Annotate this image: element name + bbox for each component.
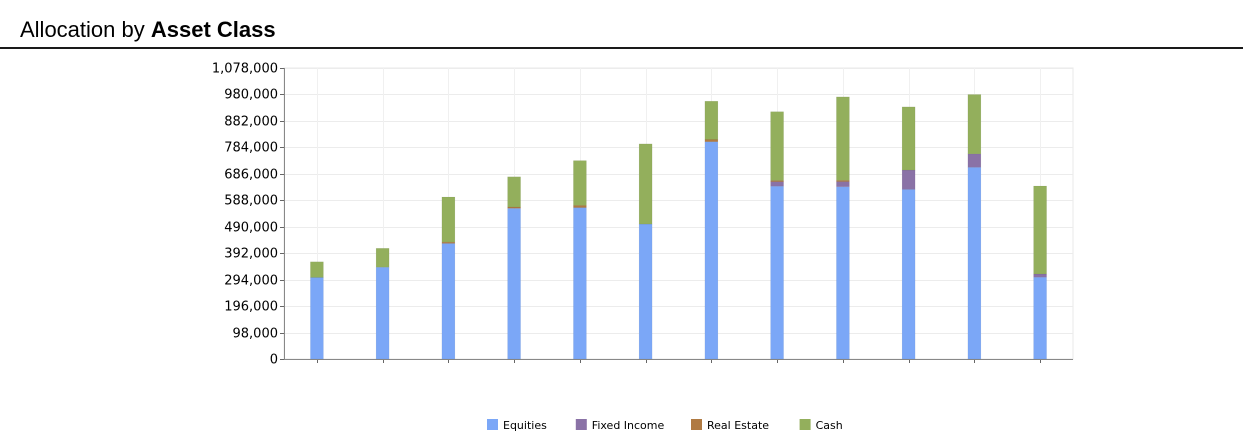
title-bold: Asset Class [150,17,276,42]
bar-segment-equities [770,185,784,360]
chart-header: Allocation by Asset Class [0,0,1243,49]
y-tick-label: 98,000 [233,327,279,342]
y-tick-label: 490,000 [224,221,278,236]
bar-segment-fixed-income [967,153,982,168]
bar-segment-equities [1033,276,1047,360]
legend-label: Cash [816,419,843,432]
bar-segment-equities [310,277,324,360]
bar-segment-fixed-income [901,169,916,190]
chart-title: Allocation by Asset Class [20,16,276,44]
legend-label: Equities [503,419,547,432]
bar-segment-equities [375,266,390,360]
legend: Equities Fixed Income Real Estate Cash [487,419,843,432]
bar-segment-equities [704,141,719,360]
y-tick-label: 882,000 [224,115,278,130]
y-tick-label: 294,000 [224,274,278,289]
legend-swatch [799,419,811,430]
bar-segment-equities [441,243,456,360]
bar-segment-cash [573,160,587,206]
axes: 0 98,000 196,000 294,000 392,000 490,000 588,0… [212,62,1073,368]
bar-segment-real-estate [770,180,784,182]
legend-swatch [575,419,587,430]
legend-item-cash: Cash [799,419,843,432]
bar-segment-cash [770,111,784,181]
bars [310,94,1047,360]
bar-segment-cash [1033,185,1047,275]
bar-segment-fixed-income [1033,273,1047,278]
bar-segment-cash [441,196,456,243]
bar-segment-cash [310,261,324,278]
y-tick-label: 0 [270,353,278,368]
bar-segment-equities [638,223,653,360]
title-prefix: Allocation by [20,17,145,42]
bar-segment-real-estate [573,205,587,208]
y-tick-label: 1,078,000 [212,62,278,77]
legend-label: Real Estate [707,419,769,432]
grid-lines [283,67,1074,360]
bar-segment-fixed-income [836,181,850,187]
legend-swatch [487,419,498,430]
bar-segment-cash [967,94,982,155]
bar-segment-equities [901,189,916,360]
legend-item-real-estate: Real Estate [691,419,769,432]
bar-segment-equities [967,167,982,360]
bar-segment-cash [375,248,390,268]
y-tick-label: 980,000 [224,88,278,103]
legend-item-equities: Equities [487,419,547,432]
y-tick-label: 196,000 [224,300,278,315]
bar-segment-cash [836,96,850,181]
bar-segment-equities [573,207,587,360]
y-tick-label: 588,000 [224,194,278,209]
y-tick-label: 392,000 [224,247,278,262]
bar-segment-equities [507,208,521,360]
plot-area [283,67,1074,360]
legend-item-fixed-income: Fixed Income [575,419,665,432]
bar-segment-cash [704,100,719,140]
y-tick-label: 784,000 [224,141,278,156]
bar-segment-cash [507,176,521,208]
bar-segment-cash [901,106,916,171]
bar-segment-equities [836,186,850,360]
bar-segment-cash [638,143,653,225]
y-tick-label: 686,000 [224,168,278,183]
legend-swatch [691,419,702,430]
legend-label: Fixed Income [592,419,665,432]
bar-segment-fixed-income [770,181,784,187]
bar-segment-real-estate [704,139,719,142]
